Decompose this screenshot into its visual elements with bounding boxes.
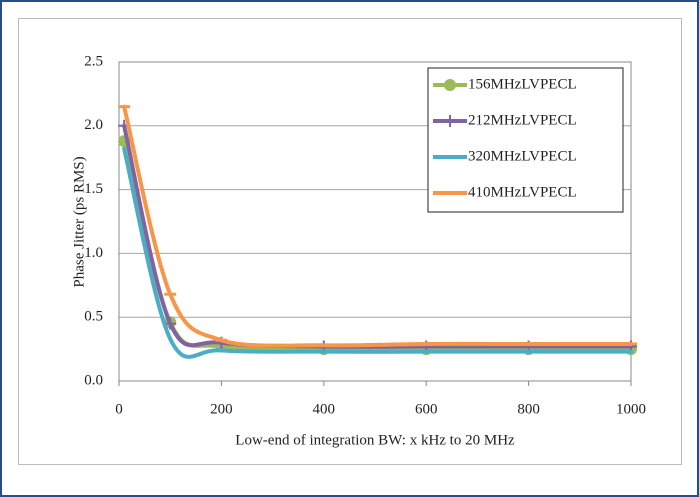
x-tick-label: 200 [210,401,233,417]
legend-label: 156MHzLVPECL [468,76,577,92]
y-axis-label: Phase Jitter (ps RMS) [71,156,87,287]
y-tick-label: 1.5 [84,181,103,197]
series-line [122,146,633,359]
x-tick-label: 600 [415,401,438,417]
legend-box [427,67,624,213]
x-axis-label: Low-end of integration BW: x kHz to 20 M… [235,432,515,448]
legend-marker [444,79,456,91]
x-tick-label: 1000 [616,401,646,417]
x-tick-label: 400 [313,401,336,417]
chart-box [18,18,682,465]
x-tick-label: 0 [115,401,123,417]
legend-label: 320MHzLVPECL [468,148,577,164]
legend-label: 410MHzLVPECL [468,184,577,200]
y-tick-label: 2.0 [84,117,103,133]
plot-area [118,61,632,382]
y-tick-label: 1.0 [84,245,103,261]
x-tick-label: 800 [517,401,540,417]
legend-label: 212MHzLVPECL [468,112,577,128]
y-tick-label: 0.5 [84,309,103,325]
legend-marker [444,115,456,127]
y-tick-label: 2.5 [84,53,103,69]
y-tick-label: 0.0 [84,372,103,388]
